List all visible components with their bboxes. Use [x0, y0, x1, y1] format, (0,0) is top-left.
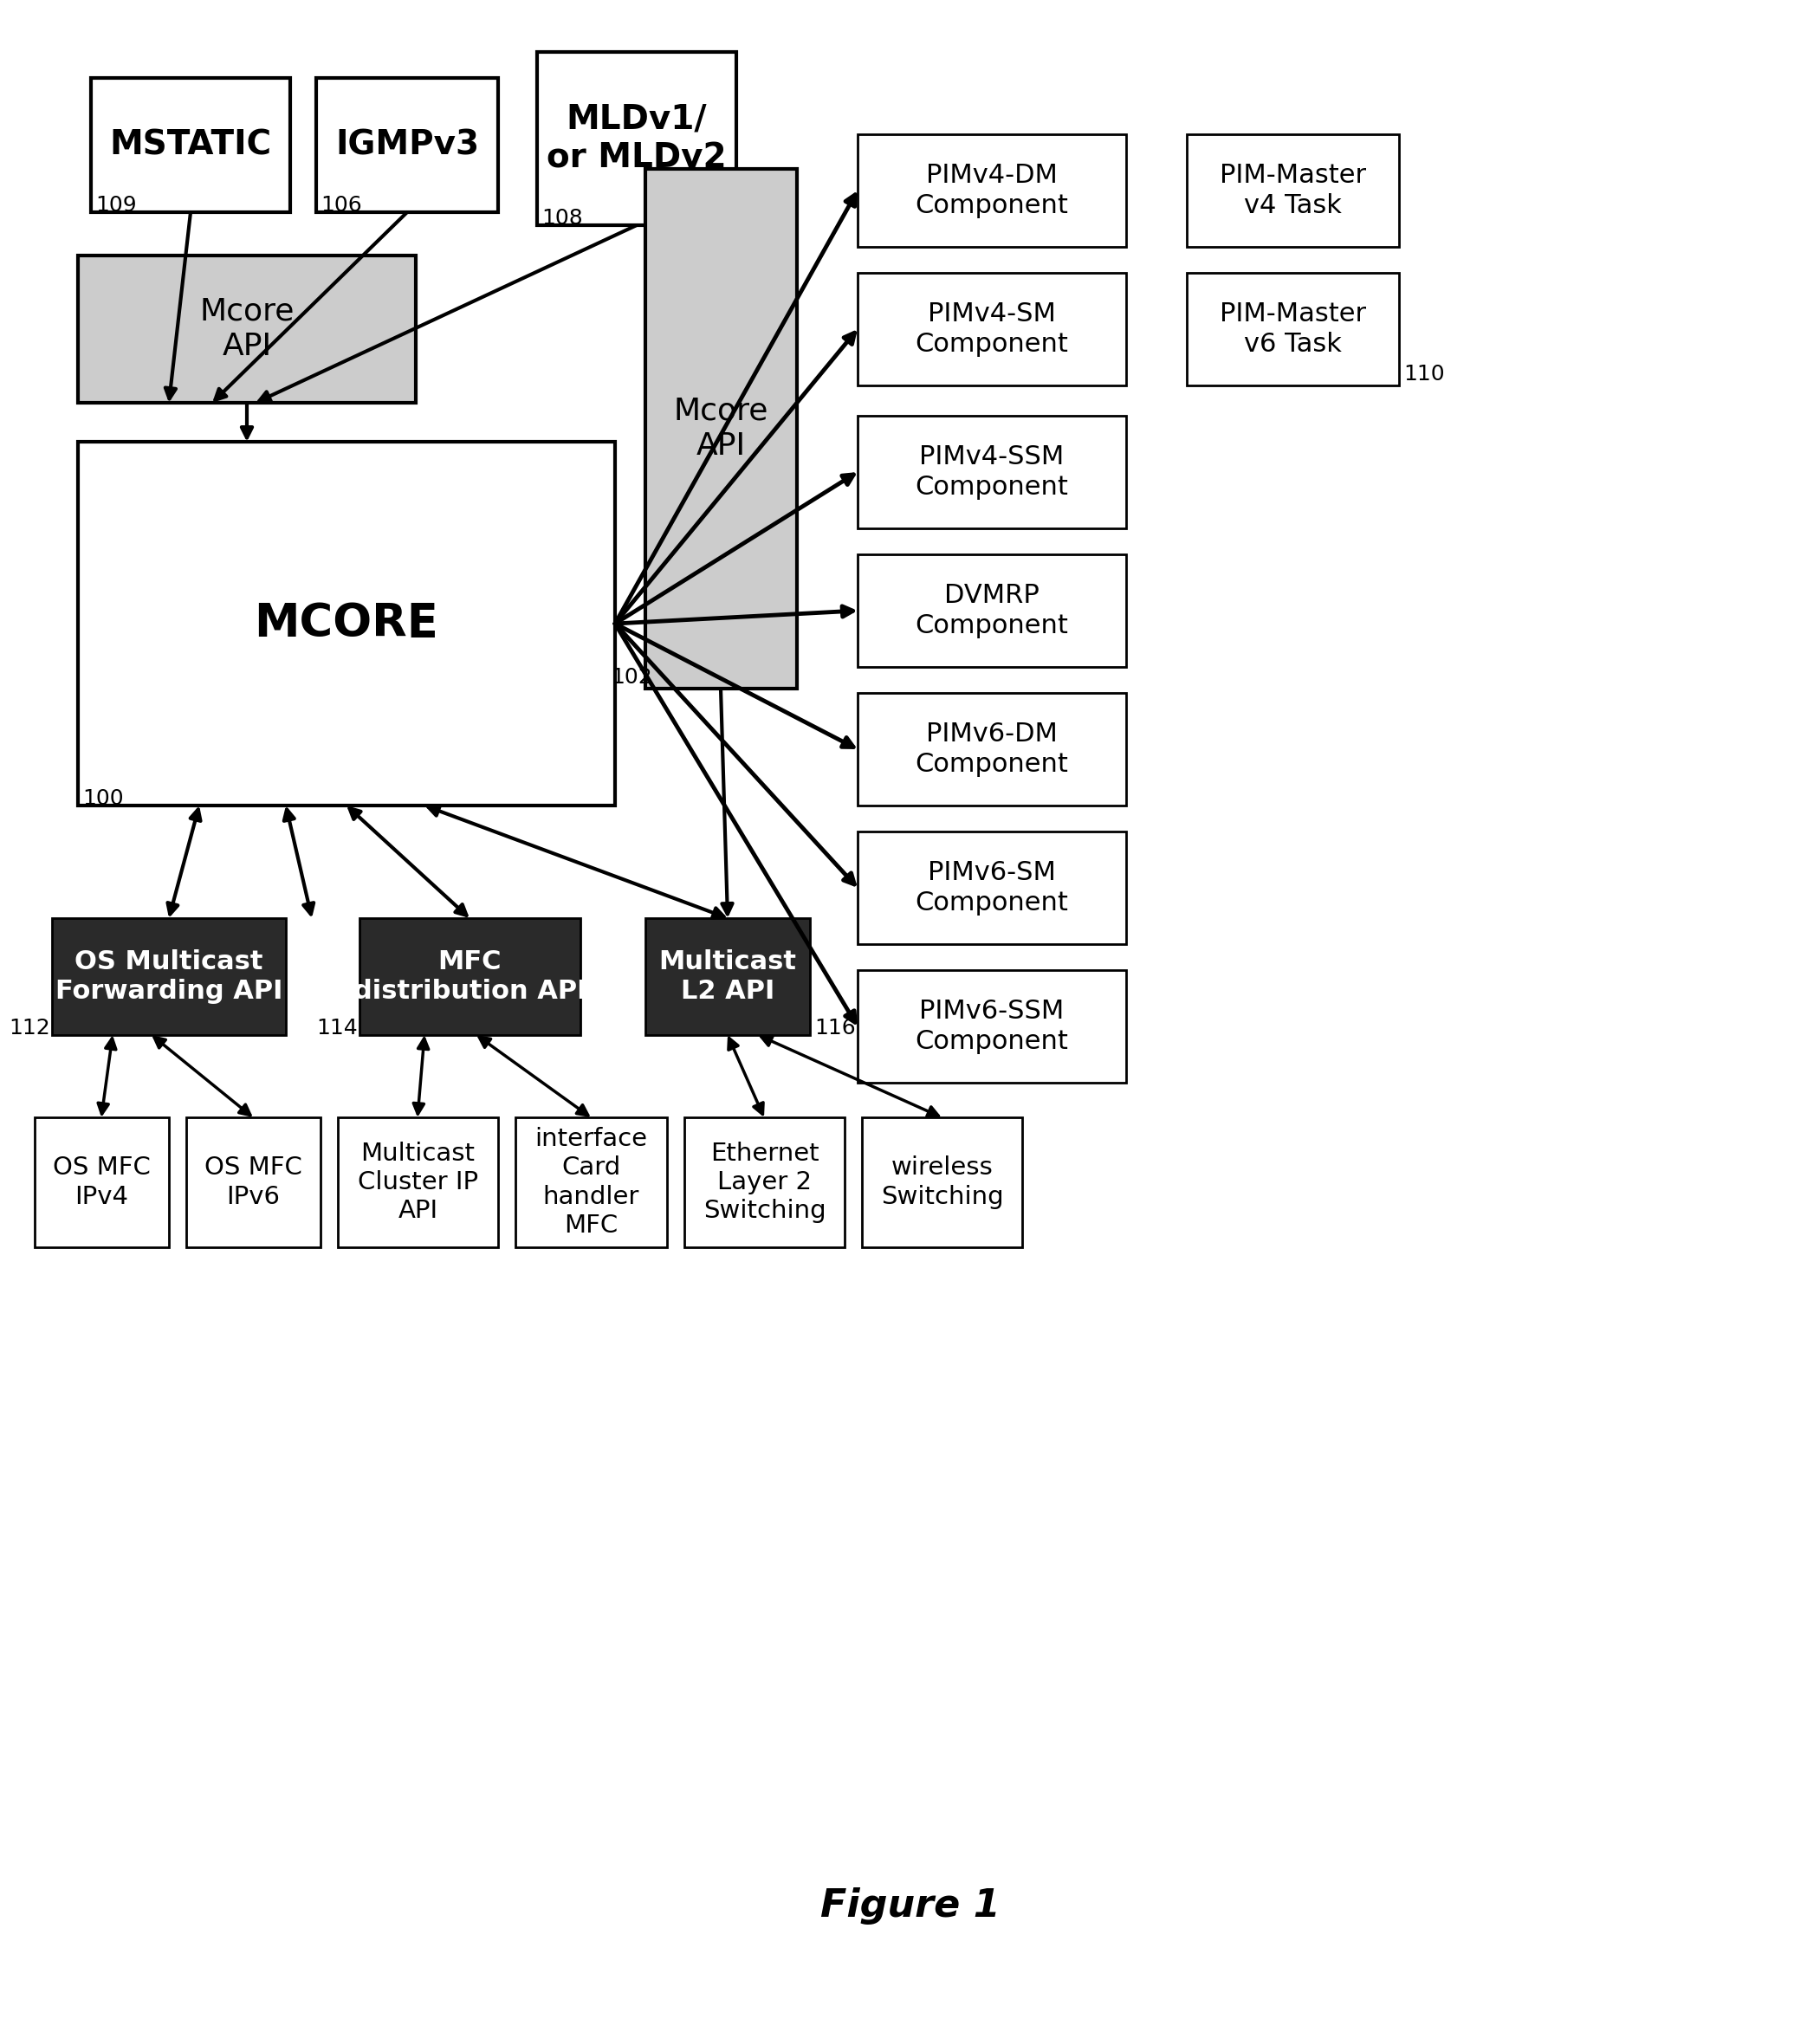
Text: 109: 109 — [95, 195, 136, 215]
Text: 102: 102 — [612, 666, 652, 687]
Text: MSTATIC: MSTATIC — [109, 128, 271, 161]
Bar — [339, 1118, 499, 1248]
Bar — [186, 1118, 320, 1248]
Bar — [35, 1118, 169, 1248]
Bar — [684, 1118, 844, 1248]
Text: 116: 116 — [814, 1018, 855, 1038]
Text: DVMRP
Component: DVMRP Component — [915, 583, 1068, 638]
Text: PIM-Master
v6 Task: PIM-Master v6 Task — [1219, 301, 1367, 358]
Bar — [857, 555, 1127, 666]
Bar — [515, 1118, 666, 1248]
Bar — [537, 53, 737, 226]
Text: IGMPv3: IGMPv3 — [335, 128, 479, 161]
Text: 114: 114 — [317, 1018, 357, 1038]
Bar — [1187, 272, 1400, 386]
Text: 100: 100 — [82, 788, 124, 809]
Bar — [857, 969, 1127, 1083]
Text: 108: 108 — [541, 207, 582, 230]
Bar — [53, 918, 286, 1034]
Bar — [646, 918, 810, 1034]
Bar — [857, 693, 1127, 805]
Text: OS MFC
IPv4: OS MFC IPv4 — [53, 1156, 151, 1209]
Text: 106: 106 — [320, 195, 362, 215]
Bar — [857, 272, 1127, 386]
Text: Figure 1: Figure 1 — [821, 1888, 999, 1924]
Bar — [857, 831, 1127, 945]
Text: 110: 110 — [1403, 364, 1445, 384]
Bar — [857, 417, 1127, 528]
Text: Multicast
Cluster IP
API: Multicast Cluster IP API — [359, 1142, 479, 1223]
Text: PIMv6-SM
Component: PIMv6-SM Component — [915, 860, 1068, 916]
Text: 112: 112 — [9, 1018, 49, 1038]
Text: MLDv1/
or MLDv2: MLDv1/ or MLDv2 — [546, 102, 726, 175]
Text: OS Multicast
Forwarding API: OS Multicast Forwarding API — [55, 949, 282, 1004]
Text: Ethernet
Layer 2
Switching: Ethernet Layer 2 Switching — [703, 1142, 826, 1223]
Text: PIMv4-SSM
Component: PIMv4-SSM Component — [915, 445, 1068, 500]
Bar — [317, 77, 499, 211]
Text: interface
Card
handler
MFC: interface Card handler MFC — [535, 1126, 648, 1237]
Bar — [863, 1118, 1023, 1248]
Text: MFC
distribution API: MFC distribution API — [353, 949, 586, 1004]
Text: PIM-Master
v4 Task: PIM-Master v4 Task — [1219, 163, 1367, 217]
Text: OS MFC
IPv6: OS MFC IPv6 — [204, 1156, 302, 1209]
Bar — [1187, 134, 1400, 246]
Text: PIMv4-DM
Component: PIMv4-DM Component — [915, 163, 1068, 217]
Text: PIMv6-DM
Component: PIMv6-DM Component — [915, 721, 1068, 776]
Text: wireless
Switching: wireless Switching — [881, 1156, 1003, 1209]
Bar — [646, 169, 797, 689]
Bar — [360, 918, 581, 1034]
Text: MCORE: MCORE — [255, 601, 439, 646]
Text: PIMv4-SM
Component: PIMv4-SM Component — [915, 301, 1068, 358]
Text: Mcore
API: Mcore API — [200, 297, 295, 362]
Text: Mcore
API: Mcore API — [673, 396, 768, 461]
Text: PIMv6-SSM
Component: PIMv6-SSM Component — [915, 1000, 1068, 1055]
Bar — [78, 256, 415, 402]
Text: Multicast
L2 API: Multicast L2 API — [659, 949, 797, 1004]
Bar — [78, 441, 615, 805]
Bar — [857, 134, 1127, 246]
Bar — [91, 77, 289, 211]
